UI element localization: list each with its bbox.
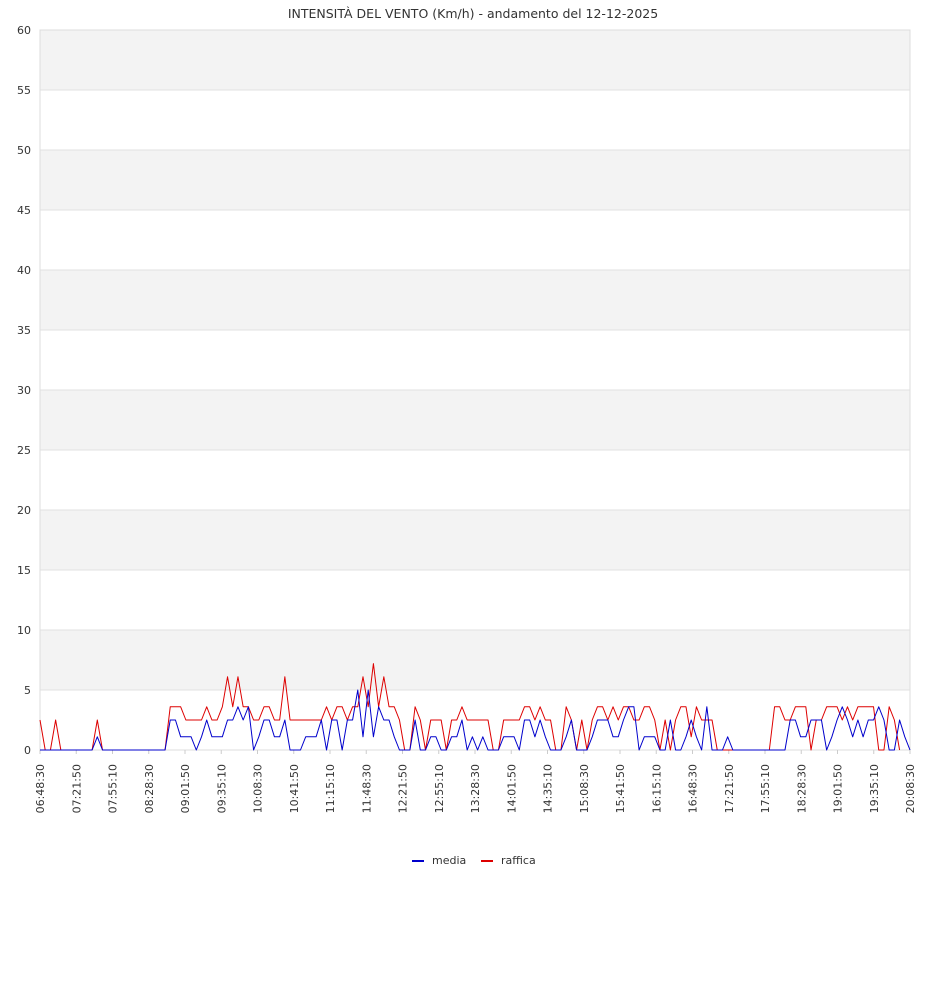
- series-lines: [39, 663, 911, 751]
- x-tick-label: 12:55:10: [433, 764, 446, 813]
- legend-label-raffica: raffica: [501, 854, 536, 867]
- x-tick-label: 13:28:30: [469, 764, 482, 813]
- y-tick-label: 35: [17, 324, 31, 337]
- x-tick-label: 09:01:50: [179, 764, 192, 813]
- x-tick-label: 11:48:30: [360, 764, 373, 813]
- y-tick-label: 5: [24, 684, 31, 697]
- grid-band: [40, 630, 910, 690]
- x-tick-label: 14:01:50: [505, 764, 518, 813]
- grid-bands: [40, 30, 910, 750]
- x-tick-label: 17:21:50: [723, 764, 736, 813]
- x-axis: 06:48:30 07:21:50 07:55:10 08:28:30 09:01:50…: [34, 750, 917, 813]
- x-tick-label: 19:01:50: [832, 764, 845, 813]
- grid-band: [40, 270, 910, 330]
- x-tick-label: 10:08:30: [252, 764, 265, 813]
- y-tick-label: 30: [17, 384, 31, 397]
- x-tick-label: 07:21:50: [70, 764, 83, 813]
- y-tick-label: 0: [24, 744, 31, 757]
- x-tick-label: 06:48:30: [34, 764, 47, 813]
- legend: media raffica: [412, 854, 536, 867]
- x-tick-label: 15:08:30: [578, 764, 591, 813]
- x-tick-label: 08:28:30: [143, 764, 156, 813]
- x-tick-label: 20:08:30: [904, 764, 917, 813]
- y-tick-label: 25: [17, 444, 31, 457]
- x-tick-label: 12:21:50: [397, 764, 410, 813]
- x-tick-label: 17:55:10: [759, 764, 772, 813]
- y-tick-label: 10: [17, 624, 31, 637]
- x-tick-label: 11:15:10: [324, 764, 337, 813]
- grid-band: [40, 90, 910, 150]
- y-axis: 0 5 10 15 20 25 30 35 40 45 50 55 60: [17, 24, 31, 757]
- series-line-media: [40, 689, 911, 751]
- grid-band: [40, 30, 910, 90]
- x-tick-label: 15:41:50: [614, 764, 627, 813]
- y-tick-label: 55: [17, 84, 31, 97]
- grid-band: [40, 150, 910, 210]
- x-tick-label: 18:28:30: [795, 764, 808, 813]
- x-tick-label: 07:55:10: [107, 764, 120, 813]
- chart-title: INTENSITÀ DEL VENTO (Km/h) - andamento d…: [288, 6, 658, 21]
- x-tick-label: 10:41:50: [288, 764, 301, 813]
- grid-band: [40, 390, 910, 450]
- x-tick-label: 16:48:30: [687, 764, 700, 813]
- grid-band: [40, 330, 910, 390]
- y-tick-label: 60: [17, 24, 31, 37]
- grid-band: [40, 450, 910, 510]
- grid-band: [40, 510, 910, 570]
- x-tick-label: 14:35:10: [542, 764, 555, 813]
- grid-band: [40, 570, 910, 630]
- x-tick-label: 19:35:10: [868, 764, 881, 813]
- y-tick-label: 40: [17, 264, 31, 277]
- y-tick-label: 50: [17, 144, 31, 157]
- grid-band: [40, 210, 910, 270]
- x-tick-label: 16:15:10: [650, 764, 663, 813]
- y-tick-label: 45: [17, 204, 31, 217]
- x-tick-label: 09:35:10: [215, 764, 228, 813]
- y-tick-label: 15: [17, 564, 31, 577]
- y-tick-label: 20: [17, 504, 31, 517]
- legend-label-media: media: [432, 854, 466, 867]
